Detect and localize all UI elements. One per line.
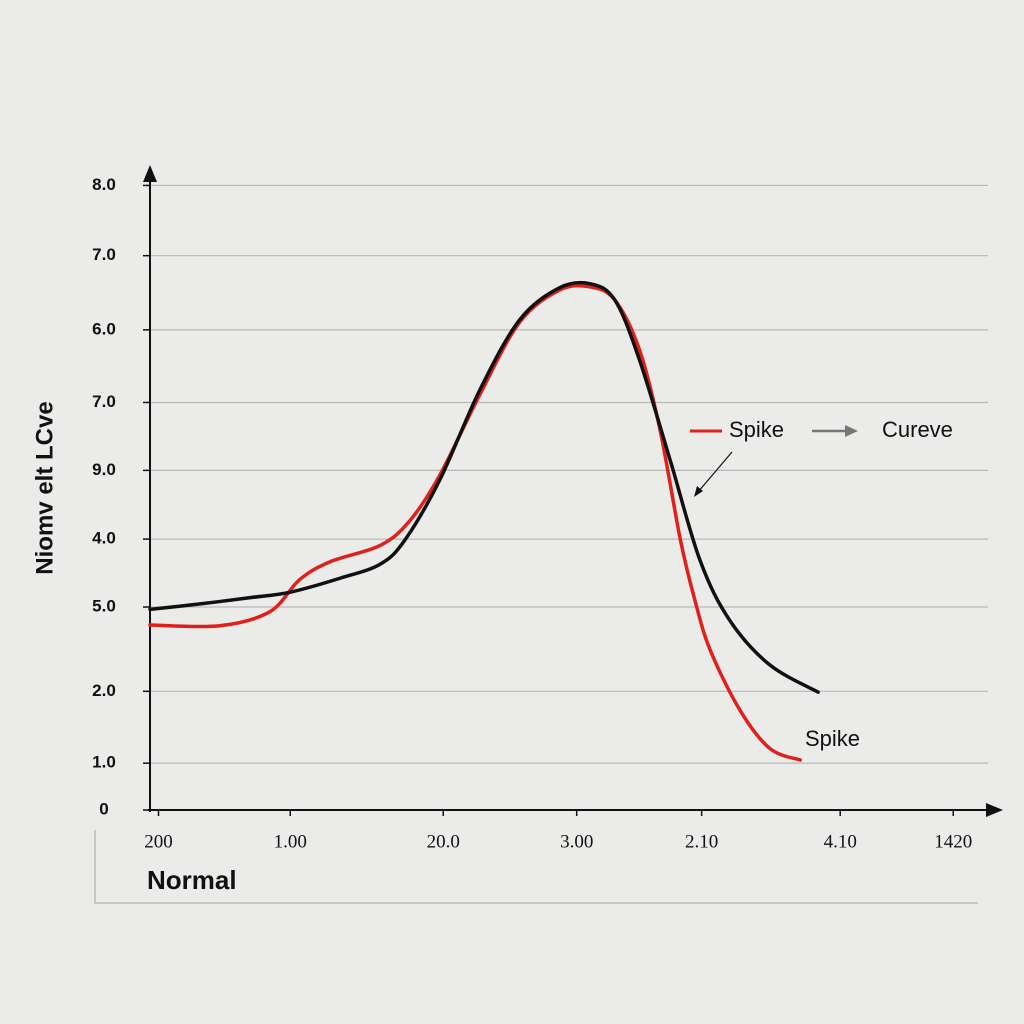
legend-label: Cureve xyxy=(882,417,953,442)
x-tick-label: 3.00 xyxy=(560,831,593,852)
annotation: Spike xyxy=(805,726,860,751)
x-tick-label: 2.10 xyxy=(685,831,718,852)
pointer-head xyxy=(694,486,703,497)
y-tick-label: 8.0 xyxy=(92,175,116,194)
line-series xyxy=(148,283,802,762)
y-arrow xyxy=(143,165,157,182)
x-tick-label: 20.0 xyxy=(427,831,460,852)
x-tick-label: 200 xyxy=(144,831,173,852)
x-tick-label: 4.10 xyxy=(824,831,857,852)
y-tick-label: 4.0 xyxy=(92,529,116,548)
y-tick-label: 7.0 xyxy=(92,392,116,411)
y-tick-label: 0 xyxy=(99,799,108,818)
y-tick-label: 5.0 xyxy=(92,596,116,615)
y-axis-label: Niomv elt LCve xyxy=(31,401,58,574)
x-arrow xyxy=(986,803,1003,817)
x-axis-label: Normal xyxy=(147,865,237,895)
x-tick-label: 1420 xyxy=(934,831,972,852)
y-tick-label: 9.0 xyxy=(92,460,116,479)
frame xyxy=(94,830,978,904)
y-tick-label: 2.0 xyxy=(92,681,116,700)
legend-label: Spike xyxy=(729,417,784,442)
pointer xyxy=(697,451,733,493)
y-tick-label: 1.0 xyxy=(92,753,116,772)
x-tick-label: 1.00 xyxy=(274,831,307,852)
legend-arrowhead xyxy=(845,425,858,437)
y-tick-label: 6.0 xyxy=(92,319,116,338)
line-series xyxy=(148,280,820,694)
y-tick-label: 7.0 xyxy=(92,245,116,264)
